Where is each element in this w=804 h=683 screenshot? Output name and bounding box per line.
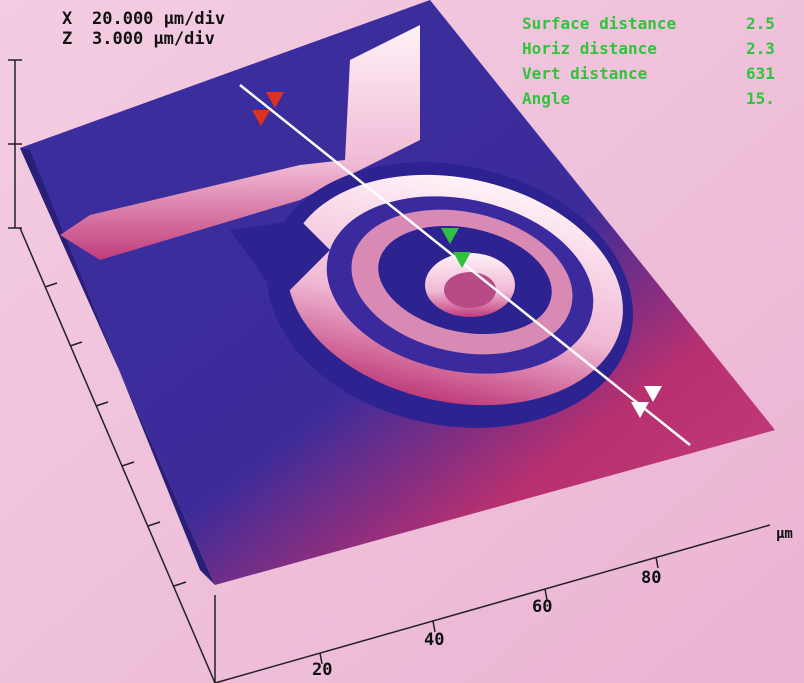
measure-label: Surface distance — [522, 14, 676, 33]
axis-tick-label: 60 — [532, 597, 552, 617]
measure-label: Horiz distance — [522, 39, 657, 58]
measure-value: 631 — [746, 64, 775, 83]
measure-label: Angle — [522, 89, 570, 108]
scale-label: X — [62, 9, 73, 29]
scale-label: Z — [62, 29, 72, 49]
afm-view: X 20.000 µm/div Z 3.000 µm/div Surface d… — [0, 0, 804, 683]
page: X 20.000 µm/div Z 3.000 µm/div Surface d… — [0, 0, 804, 683]
scale-value: 20.000 µm/div — [92, 9, 225, 29]
measure-label: Vert distance — [522, 64, 647, 83]
axis-tick-label: 40 — [424, 630, 444, 650]
measure-value: 15. — [746, 89, 775, 108]
axis-unit: µm — [776, 526, 793, 542]
axis-tick-label: 20 — [312, 660, 332, 680]
scale-value: 3.000 µm/div — [92, 29, 215, 49]
measure-value: 2.5 — [746, 14, 775, 33]
axis-tick-label: 80 — [641, 568, 661, 588]
measure-value: 2.3 — [746, 39, 775, 58]
